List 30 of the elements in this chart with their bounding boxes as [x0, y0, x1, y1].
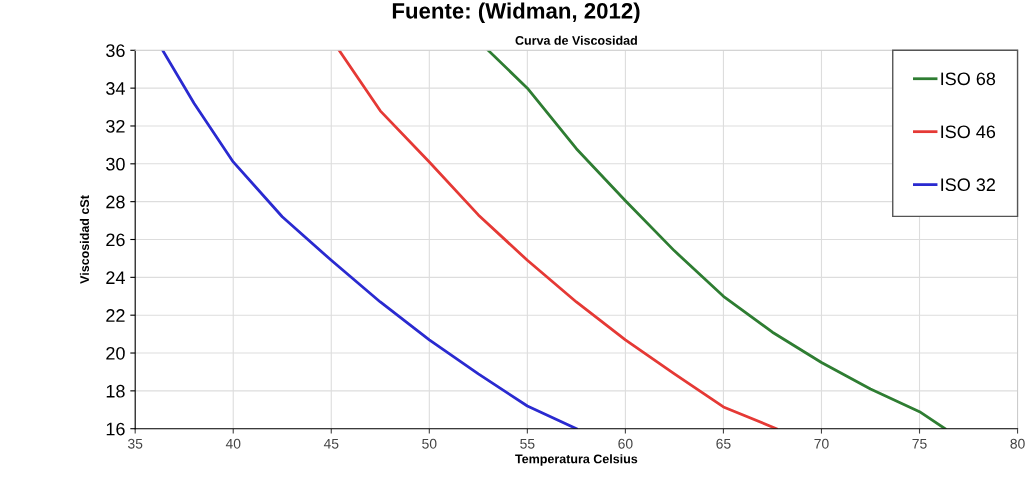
line-series — [161, 50, 578, 429]
y-tick-label: 32 — [106, 119, 125, 133]
y-tick-label: 18 — [106, 384, 125, 398]
x-tick-label: 35 — [128, 438, 143, 449]
y-tick-label: 22 — [106, 309, 125, 322]
line-series — [337, 50, 778, 429]
y-tick-label: 20 — [106, 346, 125, 360]
legend-label: ISO 32 — [941, 178, 995, 192]
x-tick-label: 55 — [520, 438, 535, 449]
legend-label: ISO 46 — [941, 125, 996, 139]
chart-subtitle: Curva de Viscosidad — [515, 35, 637, 45]
x-tick-label: 45 — [323, 438, 339, 449]
x-tick-label: 50 — [422, 438, 437, 449]
y-tick-label: 34 — [106, 82, 125, 95]
x-tick-label: 40 — [225, 438, 241, 449]
y-tick-label: 30 — [106, 157, 125, 171]
y-tick-label: 28 — [106, 195, 125, 209]
x-tick-label: 75 — [912, 438, 927, 449]
chart-title: Fuente: (Widman, 2012) — [392, 2, 640, 24]
y-tick-label: 36 — [106, 44, 125, 58]
x-tick-label: 65 — [716, 438, 731, 449]
y-tick-label: 24 — [106, 271, 125, 284]
x-tick-label: 80 — [1010, 438, 1025, 449]
y-tick-label: 26 — [106, 233, 125, 247]
y-tick-label: 16 — [106, 422, 125, 436]
y-axis-title: Viscosidad cSt — [79, 195, 90, 284]
x-axis-title: Temperatura Celsius — [515, 454, 638, 466]
legend-label: ISO 68 — [941, 72, 996, 86]
x-tick-label: 70 — [814, 438, 829, 449]
x-tick-label: 60 — [618, 438, 633, 449]
